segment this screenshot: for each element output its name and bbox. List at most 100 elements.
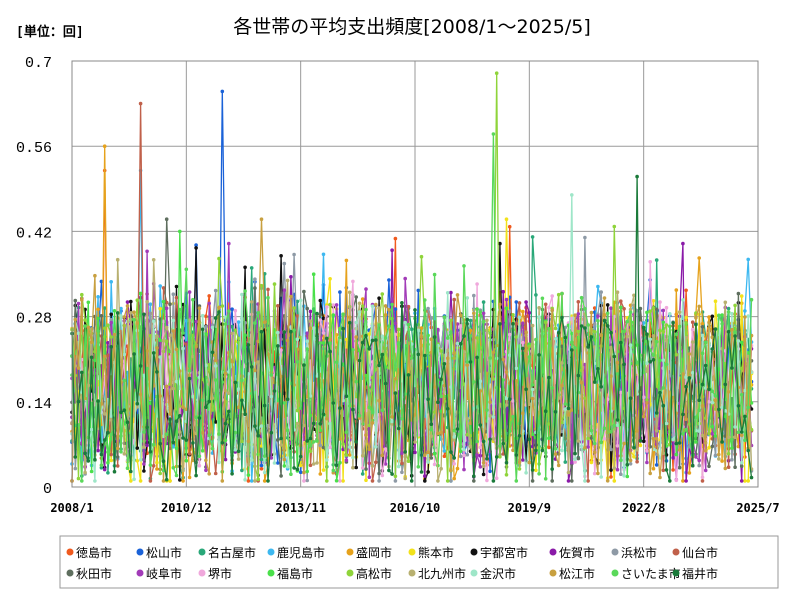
data-point [560, 315, 564, 320]
data-point [282, 330, 287, 334]
data-point [119, 450, 123, 454]
data-point [115, 464, 120, 468]
data-point [423, 353, 427, 358]
data-point [534, 468, 538, 473]
data-point [514, 300, 519, 304]
data-point [628, 462, 633, 466]
data-point [285, 428, 290, 433]
data-point [387, 278, 391, 282]
data-point [723, 382, 728, 387]
data-point [253, 286, 257, 290]
data-point [494, 386, 499, 390]
data-point [645, 398, 649, 402]
data-point [374, 302, 378, 307]
data-point [697, 304, 701, 309]
data-point [429, 427, 434, 432]
data-point [259, 463, 264, 468]
data-point [266, 287, 270, 292]
legend-item: 鹿児島市 [267, 545, 325, 560]
data-point [749, 475, 754, 480]
data-point [298, 406, 303, 410]
data-point [403, 320, 408, 325]
data-point [592, 471, 597, 476]
x-tick-label: 2022/8 [622, 501, 665, 515]
legend-item: 名古屋市 [198, 545, 256, 560]
data-point [142, 373, 146, 378]
data-point [276, 398, 280, 403]
data-point [351, 455, 355, 460]
legend-marker [470, 569, 478, 577]
data-point [109, 414, 113, 418]
data-point [213, 288, 218, 293]
data-point [138, 364, 143, 368]
data-point [262, 403, 267, 408]
data-point [730, 311, 734, 316]
data-point [681, 432, 685, 436]
data-point [259, 457, 264, 462]
legend-item: 堺市 [198, 566, 232, 581]
data-point [517, 460, 522, 465]
data-point [93, 479, 97, 483]
data-point [308, 449, 313, 454]
data-point [462, 334, 466, 338]
data-point [654, 411, 659, 415]
data-point [485, 457, 489, 461]
data-point [279, 348, 283, 352]
data-point [635, 343, 639, 347]
data-point [178, 414, 182, 418]
data-point [187, 475, 192, 480]
legend-marker [136, 569, 144, 577]
data-point [354, 295, 359, 299]
data-point [586, 445, 590, 449]
data-point [452, 351, 457, 355]
data-point [468, 334, 473, 338]
data-point [713, 299, 718, 304]
data-point [370, 421, 375, 425]
data-point [615, 444, 620, 448]
data-point [230, 331, 234, 336]
data-point [187, 368, 192, 373]
data-point [341, 312, 345, 317]
data-point [730, 327, 734, 332]
data-point [223, 438, 228, 443]
data-point [240, 468, 244, 473]
data-point [213, 316, 218, 320]
data-point [132, 477, 136, 482]
data-point [334, 303, 339, 307]
legend-label: 福井市 [682, 566, 718, 581]
data-point [400, 451, 404, 456]
data-point [119, 314, 123, 318]
data-point [543, 409, 548, 414]
data-point [664, 323, 669, 327]
data-point [351, 465, 355, 470]
data-point [550, 467, 554, 471]
data-point [377, 398, 381, 403]
data-point [138, 291, 143, 296]
data-point [233, 430, 238, 435]
data-point [256, 311, 261, 315]
data-point [93, 457, 97, 462]
data-point [570, 408, 574, 412]
legend-marker [672, 569, 680, 577]
data-point [321, 331, 326, 335]
data-point [570, 479, 574, 483]
legend-label: 鹿児島市 [277, 545, 325, 560]
data-point [308, 319, 313, 324]
data-point [717, 407, 721, 412]
legend-label: 高松市 [356, 566, 392, 581]
data-point [677, 441, 682, 445]
data-point [514, 379, 519, 383]
data-point [488, 437, 492, 442]
data-point [472, 479, 476, 483]
data-point [700, 351, 705, 356]
data-point [455, 341, 460, 346]
data-point [743, 315, 747, 319]
data-point [174, 379, 179, 384]
data-point [491, 132, 496, 136]
data-point [302, 479, 306, 483]
legend-box [59, 535, 779, 589]
data-point [530, 383, 535, 387]
data-point [553, 326, 558, 331]
data-point [148, 449, 153, 454]
data-point [511, 322, 515, 326]
